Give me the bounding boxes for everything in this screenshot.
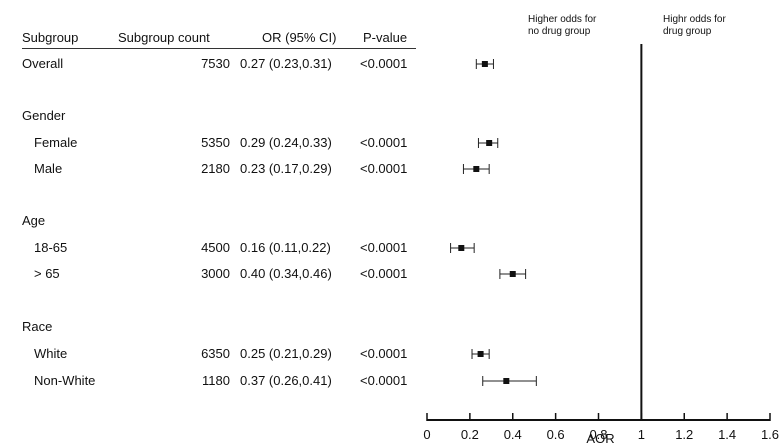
row-label: Overall bbox=[22, 56, 64, 71]
row-p-value: <0.0001 bbox=[360, 56, 408, 71]
row-p-value: <0.0001 bbox=[360, 346, 408, 361]
row-count: 5350 bbox=[201, 135, 230, 150]
group-header: Race bbox=[22, 319, 53, 334]
row-count: 6350 bbox=[201, 346, 230, 361]
group-header: Age bbox=[22, 213, 46, 228]
x-tick-label: 0.6 bbox=[547, 427, 565, 442]
x-tick-label: 0.8 bbox=[589, 427, 607, 442]
row-or-ci: 0.29 (0.24,0.33) bbox=[240, 135, 332, 150]
point-estimate bbox=[473, 166, 480, 172]
row-label: 18-65 bbox=[34, 240, 68, 255]
x-tick-label: 1 bbox=[638, 427, 645, 442]
point-estimate bbox=[486, 140, 493, 146]
x-tick-label: 1.4 bbox=[718, 427, 736, 442]
note-right-line1: Highr odds for bbox=[663, 14, 726, 25]
row-label: Non-White bbox=[34, 373, 96, 388]
row-p-value: <0.0001 bbox=[360, 266, 408, 281]
point-estimate bbox=[503, 378, 510, 384]
row-label: Male bbox=[34, 161, 63, 176]
row-p-value: <0.0001 bbox=[360, 135, 408, 150]
x-tick-label: 1.2 bbox=[675, 427, 693, 442]
x-tick-label: 0.4 bbox=[504, 427, 522, 442]
point-estimate bbox=[481, 61, 488, 67]
row-or-ci: 0.23 (0.17,0.29) bbox=[240, 161, 332, 176]
row-count: 4500 bbox=[201, 240, 230, 255]
row-or-ci: 0.27 (0.23,0.31) bbox=[240, 56, 332, 71]
row-or-ci: 0.40 (0.34,0.46) bbox=[240, 266, 332, 281]
note-left-line1: Higher odds for bbox=[528, 14, 597, 25]
row-label: > 65 bbox=[34, 266, 60, 281]
row-or-ci: 0.16 (0.11,0.22) bbox=[240, 240, 331, 255]
row-count: 1180 bbox=[202, 373, 230, 388]
row-p-value: <0.0001 bbox=[360, 373, 408, 388]
header-subgroup-count: Subgroup count bbox=[118, 30, 210, 45]
row-count: 2180 bbox=[201, 161, 230, 176]
row-count: 3000 bbox=[201, 266, 230, 281]
row-label: White bbox=[34, 346, 68, 361]
note-left-line2: no drug group bbox=[528, 26, 591, 37]
header-or-ci: OR (95% CI) bbox=[262, 30, 337, 45]
point-estimate bbox=[509, 271, 516, 277]
header-subgroup: Subgroup bbox=[22, 30, 79, 45]
x-tick-label: 0.2 bbox=[461, 427, 479, 442]
note-right-line2: drug group bbox=[663, 26, 712, 37]
row-or-ci: 0.25 (0.21,0.29) bbox=[240, 346, 332, 361]
x-tick-label: 0 bbox=[423, 427, 430, 442]
row-p-value: <0.0001 bbox=[360, 161, 408, 176]
header-divider bbox=[22, 48, 416, 49]
row-or-ci: 0.37 (0.26,0.41) bbox=[240, 373, 332, 388]
group-header: Gender bbox=[22, 108, 66, 123]
row-count: 7530 bbox=[201, 56, 230, 71]
header-p-value: P-value bbox=[363, 30, 408, 45]
x-axis-label: AOR bbox=[586, 431, 614, 446]
x-tick-label: 1.6 bbox=[761, 427, 779, 442]
row-p-value: <0.0001 bbox=[360, 240, 408, 255]
row-label: Female bbox=[34, 135, 78, 150]
point-estimate bbox=[477, 351, 484, 357]
point-estimate bbox=[458, 245, 465, 251]
